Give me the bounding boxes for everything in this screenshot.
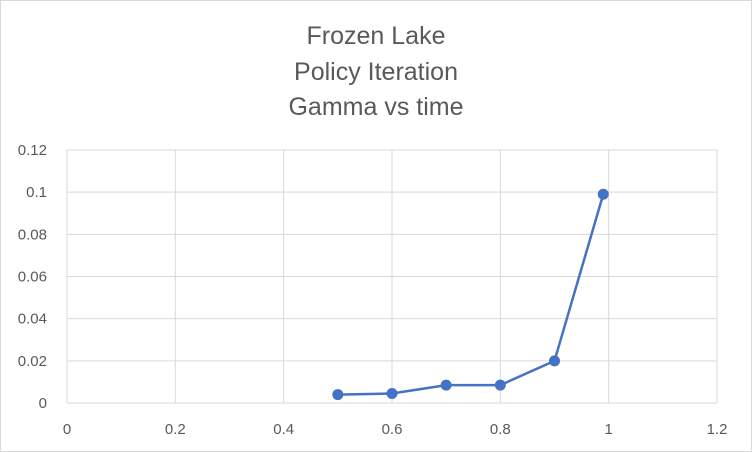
- x-tick-label: 0.8: [490, 421, 511, 438]
- y-tick-label: 0.02: [18, 353, 47, 370]
- chart-title-line-3: Gamma vs time: [288, 93, 464, 121]
- data-point: [440, 379, 452, 391]
- x-tick-label: 0.2: [165, 421, 186, 438]
- x-tick-label: 0.4: [273, 421, 294, 438]
- y-tick-label: 0.08: [18, 226, 47, 243]
- x-tick-label: 1: [604, 421, 612, 438]
- x-tick-label: 1.2: [707, 421, 728, 438]
- y-tick-label: 0.06: [18, 269, 47, 286]
- x-tick-label: 0: [63, 421, 71, 438]
- y-tick-label: 0: [39, 395, 47, 412]
- x-tick-label: 0.6: [382, 421, 403, 438]
- x-axis-ticks: 0 0.2 0.4 0.6 0.8 1 1.2: [63, 421, 728, 438]
- data-point: [494, 379, 506, 391]
- chart-title-line-1: Frozen Lake: [306, 22, 446, 50]
- y-tick-label: 0.04: [18, 311, 47, 328]
- chart-title-line-2: Policy Iteration: [294, 58, 458, 86]
- data-point: [597, 188, 609, 200]
- y-axis-ticks: 0 0.02 0.04 0.06 0.08 0.1 0.12: [18, 142, 47, 412]
- y-tick-label: 0.1: [26, 184, 47, 201]
- data-point: [549, 355, 560, 367]
- data-point: [332, 389, 344, 401]
- y-tick-label: 0.12: [18, 142, 47, 159]
- series-line: [337, 193, 605, 396]
- gridlines: [66, 149, 718, 404]
- series-layer: [332, 188, 609, 401]
- data-point: [386, 388, 398, 400]
